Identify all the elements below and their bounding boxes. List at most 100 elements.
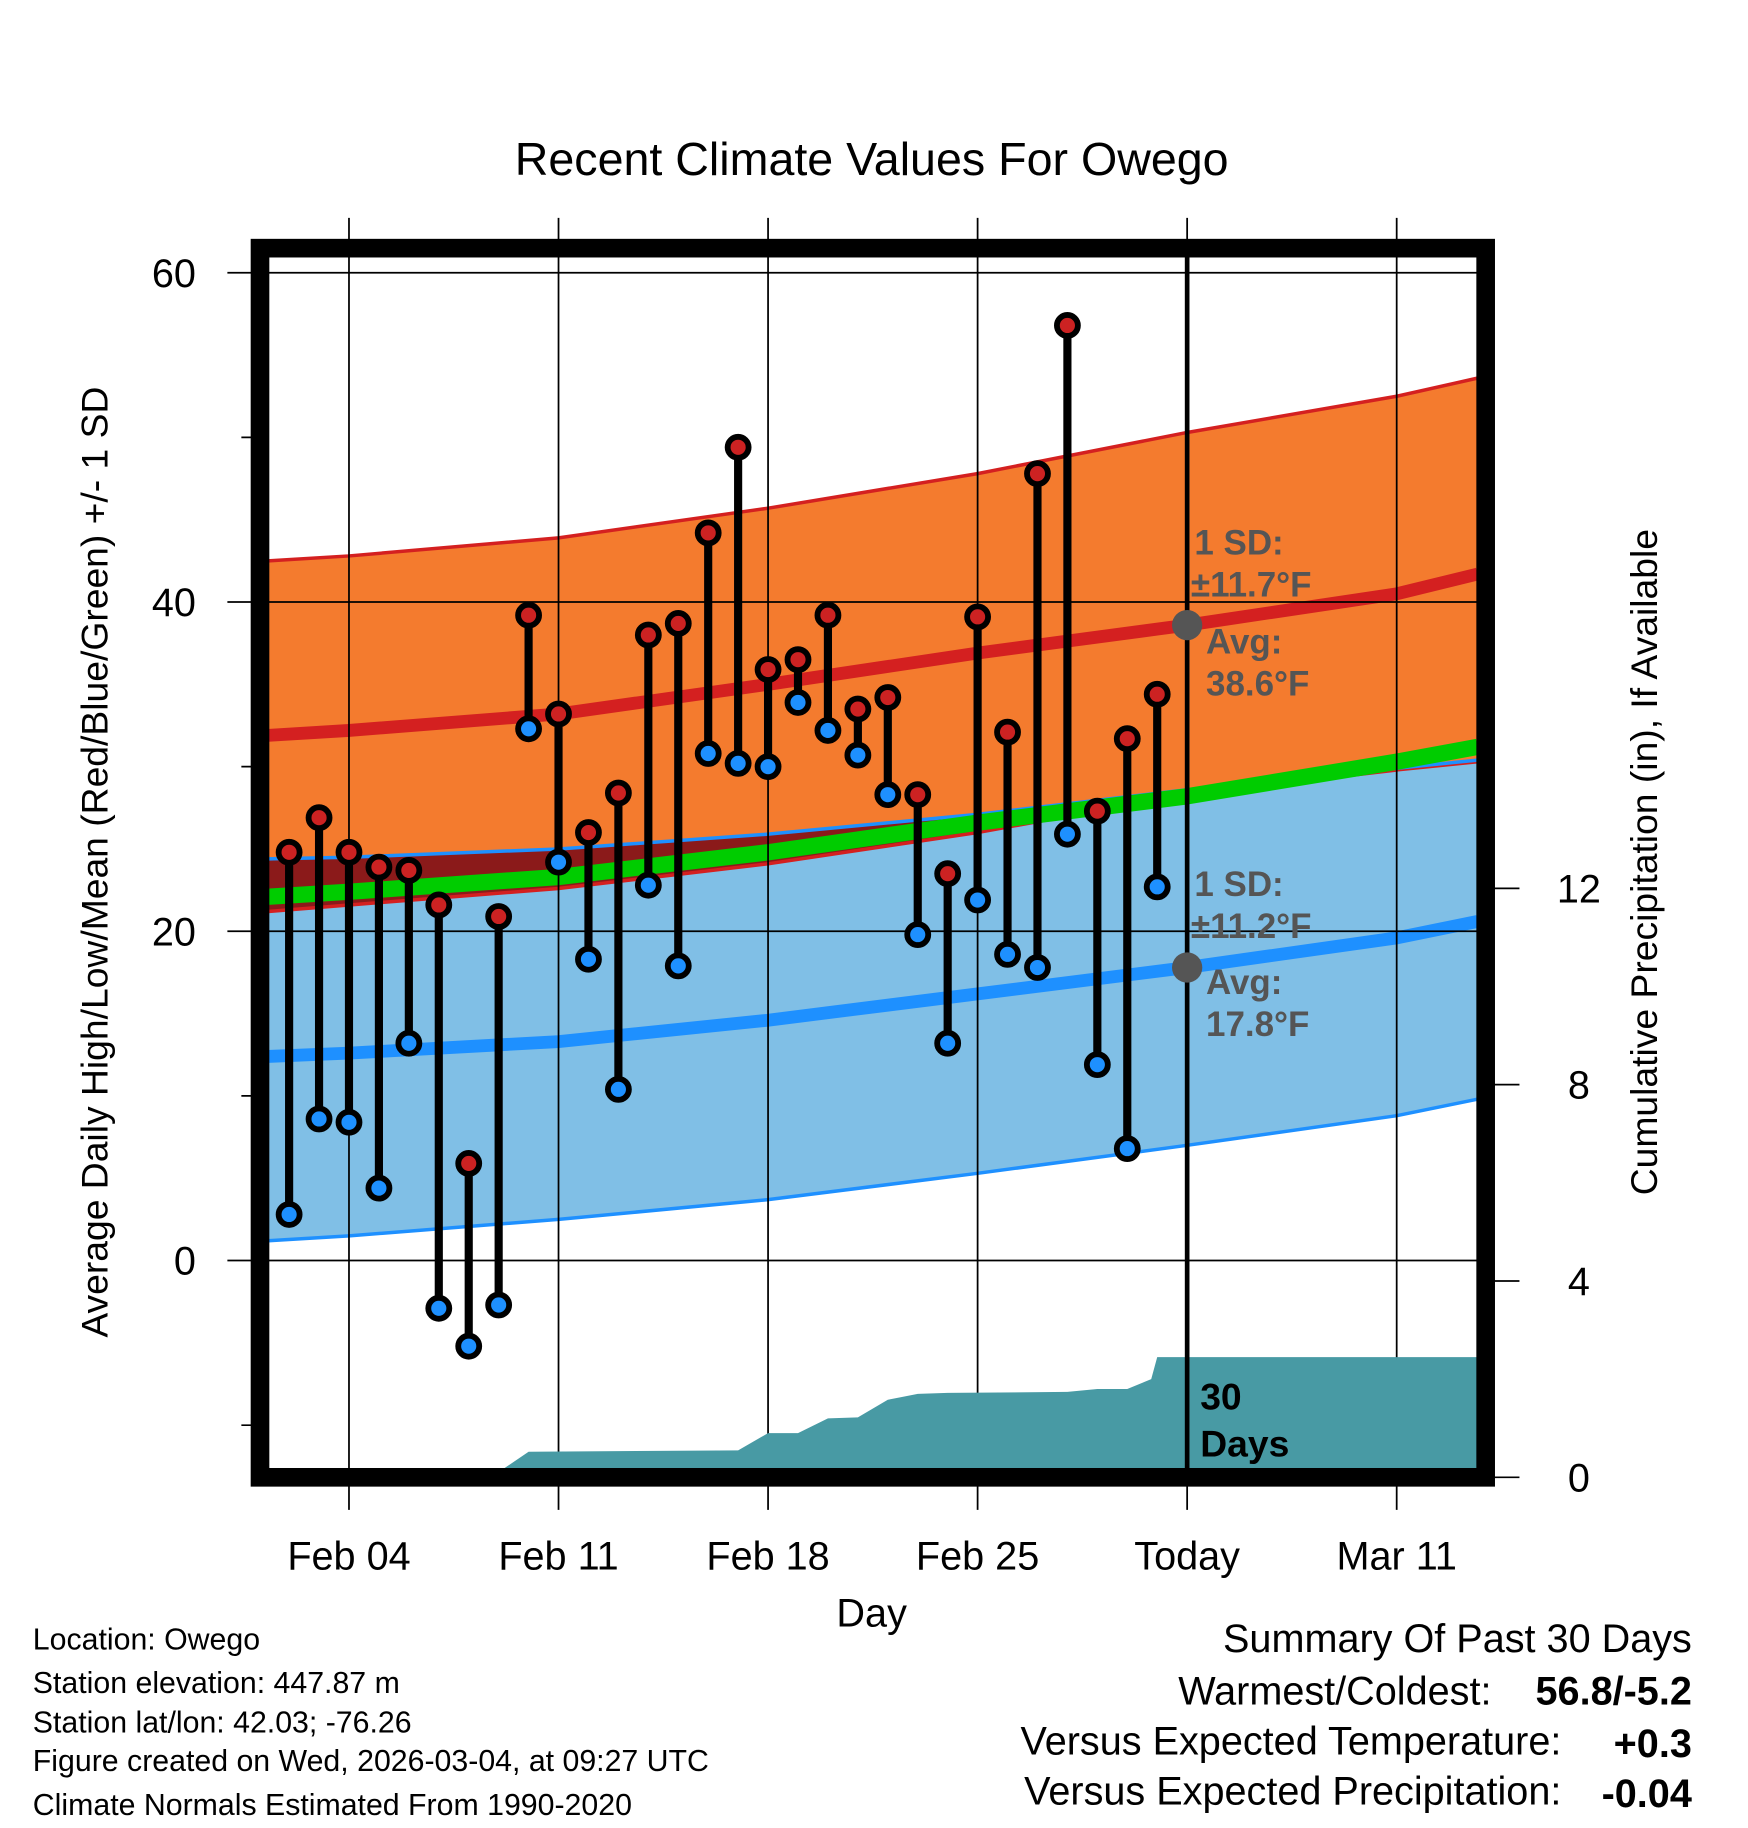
high-point <box>515 601 542 629</box>
low-point <box>1083 1051 1111 1079</box>
normal-bands <box>267 376 1480 1243</box>
high-point <box>425 891 453 919</box>
x-tick-label: Mar 11 <box>1337 1534 1457 1578</box>
y-tick-label: 0 <box>174 1240 196 1284</box>
high-point <box>455 1150 483 1177</box>
high-point <box>395 856 423 884</box>
high-point <box>1054 312 1081 339</box>
high-point <box>305 804 333 832</box>
x-tick-label: Feb 18 <box>706 1534 829 1578</box>
low-point <box>1143 873 1171 901</box>
y2-axis-label: Cumulative Precipitation (in), If Availa… <box>1623 529 1665 1195</box>
info-location: Location: Owego <box>33 1624 260 1657</box>
x-tick-label: Feb 11 <box>498 1534 618 1578</box>
low-normal-line <box>267 915 1479 1063</box>
high-point <box>365 853 393 881</box>
info-elevation: Station elevation: 447.87 m <box>33 1667 400 1700</box>
low-point <box>425 1294 453 1322</box>
high-point <box>1024 460 1051 488</box>
high-point <box>754 656 782 683</box>
low-point <box>1024 954 1051 981</box>
high-point <box>694 519 722 547</box>
low-sd-value: ±11.2°F <box>1191 907 1312 946</box>
y2-tick-label: 0 <box>1568 1456 1590 1500</box>
high-point <box>575 819 602 846</box>
info-latlon: Station lat/lon: 42.03; -76.26 <box>33 1706 412 1739</box>
high-point <box>1113 725 1141 753</box>
low-point <box>1054 820 1081 848</box>
plot-frame <box>250 238 1495 1487</box>
y-tick-label: 20 <box>152 910 196 954</box>
low-point <box>934 1029 962 1057</box>
low-point <box>485 1291 513 1319</box>
low-point <box>994 940 1021 968</box>
precip-cumulative-area <box>268 1357 1478 1468</box>
low-point <box>515 715 542 743</box>
temperature-series <box>275 312 1203 1360</box>
info-created: Figure created on Wed, 2026-03-04, at 09… <box>33 1745 709 1778</box>
info-normals: Climate Normals Estimated From 1990-2020 <box>33 1789 632 1822</box>
high-point <box>724 433 752 461</box>
low-point <box>754 753 782 781</box>
high-point <box>634 621 662 649</box>
low-point <box>784 689 812 716</box>
summary-title: Summary Of Past 30 Days <box>1223 1617 1692 1661</box>
low-point <box>365 1174 393 1202</box>
high-point <box>814 601 842 629</box>
today-low-avg-marker <box>1171 952 1203 983</box>
low-point <box>964 886 992 914</box>
y-tick-label: 40 <box>152 581 196 625</box>
low-point <box>844 741 872 769</box>
low-point <box>664 952 692 980</box>
high-point <box>784 646 812 674</box>
low-point <box>724 749 752 777</box>
x-tick-label: Feb 04 <box>287 1534 410 1578</box>
high-normal-line <box>267 567 1480 742</box>
y2-tick-label: 12 <box>1557 867 1601 911</box>
days-label-number: 30 <box>1200 1376 1241 1418</box>
high-point <box>874 684 902 711</box>
summary-precip-label: Versus Expected Precipitation: <box>1024 1770 1561 1814</box>
high-avg-value: 38.6°F <box>1206 665 1309 704</box>
low-point <box>694 740 722 767</box>
low-point <box>335 1108 363 1136</box>
high-sd-label: 1 SD: <box>1194 524 1283 563</box>
low-avg-label: Avg: <box>1206 963 1282 1002</box>
x-tick-label: Today <box>1134 1534 1240 1578</box>
low-avg-value: 17.8°F <box>1206 1005 1309 1044</box>
summary-temp-label: Versus Expected Temperature: <box>1020 1720 1561 1764</box>
days-label-text: Days <box>1200 1422 1289 1464</box>
precip-area <box>268 256 1478 1468</box>
low-lower-line <box>268 1097 1478 1243</box>
summary-warm-cold-label: Warmest/Coldest: <box>1178 1670 1491 1714</box>
high-point <box>994 718 1021 746</box>
low-point <box>575 945 602 973</box>
summary-precip-value: -0.04 <box>1602 1772 1692 1816</box>
high-sd-value: ±11.7°F <box>1191 566 1312 605</box>
low-point <box>455 1332 483 1360</box>
low-point <box>275 1201 303 1228</box>
high-point <box>934 860 962 888</box>
high-point <box>1083 797 1111 825</box>
low-point <box>604 1075 632 1103</box>
low-point <box>545 848 572 876</box>
low-point <box>814 717 842 744</box>
x-axis-label: Day <box>836 1591 907 1635</box>
high-point <box>485 903 513 930</box>
low-point <box>904 921 932 948</box>
low-point <box>634 871 662 899</box>
high-point <box>275 838 303 866</box>
y-tick-label: 60 <box>152 252 196 296</box>
mean-normal-line <box>267 738 1479 905</box>
high-point <box>664 610 692 637</box>
summary-temp-value: +0.3 <box>1614 1722 1692 1766</box>
high-sd-band <box>268 378 1478 912</box>
high-upper-line <box>268 376 1478 563</box>
high-avg-label: Avg: <box>1206 623 1282 662</box>
low-point <box>395 1029 423 1057</box>
summary-warm-cold-value: 56.8/-5.2 <box>1536 1670 1692 1714</box>
y-axis-label: Average Daily High/Low/Mean (Red/Blue/Gr… <box>73 387 115 1338</box>
high-point <box>844 695 872 723</box>
low-sd-label: 1 SD: <box>1194 865 1283 904</box>
